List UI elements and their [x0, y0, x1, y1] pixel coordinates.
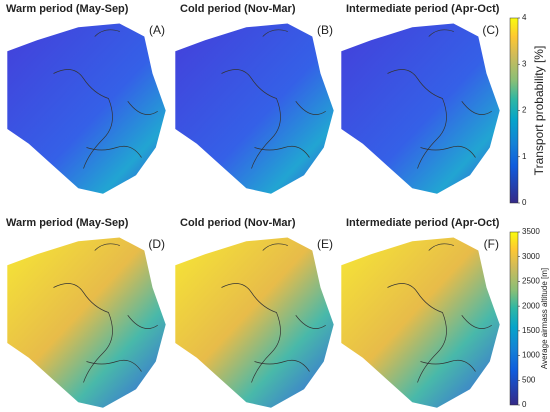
panel-label: (D) [148, 237, 165, 251]
heat-field [341, 23, 500, 194]
panel-label: (C) [482, 23, 499, 37]
map-panel: Cold period (Nov-Mar) (B) [175, 3, 334, 194]
heat-field [7, 23, 166, 194]
coastline [387, 243, 492, 383]
heat-field [341, 237, 500, 408]
colorbar-tick-label: 2000 [522, 301, 540, 310]
heat-field [7, 237, 166, 408]
colorbar-tick-label: 3500 [522, 227, 540, 236]
map-panel: Warm period (May-Sep) (A) [6, 3, 166, 194]
colorbar-tick-label: 1500 [522, 326, 540, 335]
colorbar-tick-label: 1000 [522, 351, 540, 360]
heat-field [175, 237, 334, 408]
coastline [387, 29, 492, 169]
panel-label: (F) [484, 237, 499, 251]
coastline [53, 29, 158, 169]
panel-title: Warm period (May-Sep) [6, 3, 129, 15]
coastline [221, 29, 326, 169]
map-panel: Cold period (Nov-Mar) (E) [175, 217, 334, 408]
panel-label: (B) [317, 23, 333, 37]
colorbar-tick-label: 4 [522, 13, 527, 22]
colorbar-tick-label: 0 [522, 400, 527, 409]
colorbar-tick-label: 1 [522, 152, 527, 161]
colorbar-tick-label: 2500 [522, 277, 540, 286]
colorbar-tick-label: 0 [522, 198, 527, 207]
map-panel: Intermediate period (Apr-Oct) (C) [341, 3, 500, 194]
panel-title: Warm period (May-Sep) [6, 217, 129, 229]
colorbar-tick-label: 3 [522, 59, 527, 68]
map-panel: Warm period (May-Sep) (D) [6, 217, 166, 408]
panel-label: (E) [317, 237, 333, 251]
coastline [221, 243, 326, 383]
heat-field [175, 23, 334, 194]
colorbar [509, 231, 519, 406]
map-panel: Intermediate period (Apr-Oct) (F) [341, 217, 500, 408]
panel-label: (A) [149, 23, 165, 37]
colorbar-tick-label: 2 [522, 106, 527, 115]
colorbar [509, 17, 519, 204]
colorbar-label: Transport probability [%] [532, 46, 546, 176]
colorbar-tick-label: 3000 [522, 252, 540, 261]
colorbar-label: Average airmass altitude [m] [540, 268, 549, 369]
panel-title: Intermediate period (Apr-Oct) [346, 217, 500, 229]
panel-title: Cold period (Nov-Mar) [180, 3, 296, 15]
coastline [53, 243, 158, 383]
panel-title: Cold period (Nov-Mar) [180, 217, 296, 229]
panel-title: Intermediate period (Apr-Oct) [346, 3, 500, 15]
colorbar-tick-label: 500 [522, 375, 536, 384]
